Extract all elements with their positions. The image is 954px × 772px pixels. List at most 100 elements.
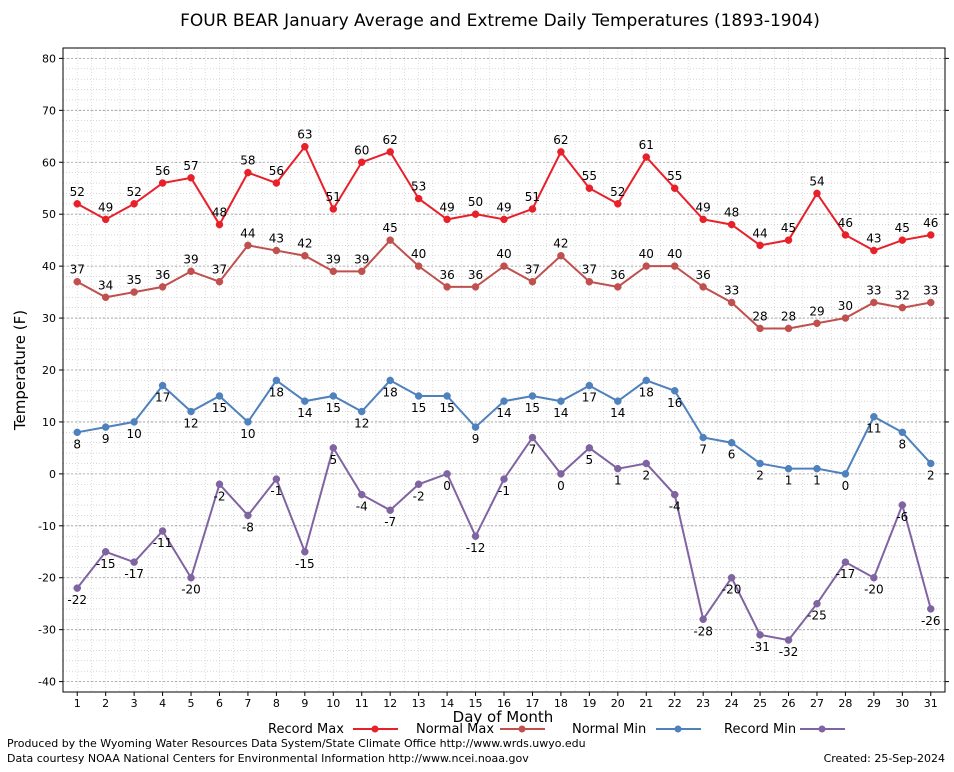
data-point bbox=[443, 215, 451, 224]
data-point bbox=[670, 387, 679, 395]
data-point bbox=[101, 548, 110, 556]
data-label: 46 bbox=[838, 216, 853, 230]
y-tick-label: 10 bbox=[42, 416, 56, 429]
data-label: 33 bbox=[923, 283, 938, 297]
data-point bbox=[386, 148, 394, 156]
x-tick-label: 20 bbox=[611, 697, 625, 710]
data-point bbox=[386, 236, 394, 244]
x-tick-label: 9 bbox=[301, 697, 308, 710]
data-label: 37 bbox=[212, 263, 227, 277]
data-point bbox=[244, 168, 252, 177]
data-point bbox=[614, 464, 622, 473]
data-label: 36 bbox=[610, 268, 625, 282]
data-point bbox=[557, 148, 565, 156]
data-point bbox=[500, 215, 508, 224]
data-label: 15 bbox=[525, 401, 540, 415]
x-tick-label: 3 bbox=[131, 697, 138, 710]
data-label: -4 bbox=[669, 500, 681, 514]
data-point bbox=[244, 241, 252, 250]
x-tick-label: 2 bbox=[102, 697, 109, 710]
data-label: 40 bbox=[639, 247, 654, 261]
y-tick-label: 30 bbox=[42, 312, 56, 325]
legend-marker bbox=[518, 725, 526, 733]
x-tick-label: 5 bbox=[188, 697, 195, 710]
data-point bbox=[158, 381, 167, 390]
data-point bbox=[158, 283, 167, 291]
data-label: 49 bbox=[696, 200, 711, 214]
data-point bbox=[471, 210, 480, 218]
y-tick-label: 50 bbox=[42, 208, 56, 221]
data-point bbox=[642, 376, 651, 385]
data-label: 34 bbox=[98, 278, 113, 292]
data-label: 57 bbox=[183, 159, 198, 173]
data-point bbox=[727, 298, 736, 307]
data-point bbox=[927, 298, 935, 307]
data-label: 14 bbox=[610, 406, 625, 420]
data-point bbox=[301, 142, 309, 151]
data-point bbox=[73, 277, 81, 286]
data-point bbox=[699, 433, 707, 442]
data-point bbox=[699, 615, 707, 624]
data-point bbox=[244, 511, 252, 520]
data-label: 55 bbox=[667, 169, 682, 183]
data-label: 17 bbox=[155, 391, 170, 405]
data-point bbox=[727, 573, 736, 582]
data-label: 37 bbox=[582, 263, 597, 277]
data-label: 56 bbox=[269, 164, 284, 178]
series-record-min: -22-15-17-11-20-2-8-1-155-4-7-20-12-1705… bbox=[67, 433, 941, 659]
x-tick-label: 18 bbox=[554, 697, 568, 710]
data-point bbox=[329, 392, 338, 400]
data-label: -22 bbox=[67, 593, 87, 607]
data-label: -25 bbox=[807, 609, 827, 623]
data-point bbox=[158, 179, 167, 187]
data-point bbox=[414, 392, 423, 400]
x-tick-label: 16 bbox=[497, 697, 511, 710]
data-label: 18 bbox=[269, 385, 284, 399]
data-point bbox=[585, 444, 594, 452]
data-point bbox=[699, 215, 707, 224]
data-point bbox=[927, 459, 935, 468]
data-label: 61 bbox=[639, 138, 654, 152]
data-point bbox=[727, 220, 736, 229]
data-label: 14 bbox=[297, 406, 312, 420]
data-label: -20 bbox=[181, 583, 201, 597]
data-point bbox=[272, 376, 281, 385]
y-tick-label: -40 bbox=[38, 676, 56, 689]
data-label: 40 bbox=[411, 247, 426, 261]
data-point bbox=[870, 412, 878, 421]
data-label: 62 bbox=[553, 133, 568, 147]
data-label: 44 bbox=[752, 226, 767, 240]
data-label: 33 bbox=[866, 283, 881, 297]
x-axis-label: Day of Month bbox=[453, 708, 554, 726]
data-point bbox=[471, 532, 480, 540]
data-point bbox=[870, 573, 878, 582]
data-point bbox=[898, 501, 907, 509]
data-label: -28 bbox=[693, 624, 713, 638]
x-tick-label: 12 bbox=[383, 697, 397, 710]
data-label: 52 bbox=[610, 185, 625, 199]
data-point bbox=[414, 480, 423, 489]
data-point bbox=[187, 267, 195, 276]
data-point bbox=[528, 433, 537, 442]
data-point bbox=[471, 423, 480, 431]
x-tick-label: 19 bbox=[582, 697, 596, 710]
data-label: 52 bbox=[126, 185, 141, 199]
data-point bbox=[642, 262, 651, 270]
data-label: 50 bbox=[468, 195, 483, 209]
data-label: 6 bbox=[728, 448, 736, 462]
x-tick-label: 1 bbox=[74, 697, 81, 710]
data-point bbox=[898, 303, 907, 312]
data-label: 14 bbox=[553, 406, 568, 420]
data-label: 51 bbox=[326, 190, 341, 204]
data-label: 42 bbox=[553, 237, 568, 251]
data-label: 43 bbox=[866, 232, 881, 246]
data-point bbox=[528, 205, 537, 213]
data-point bbox=[670, 490, 679, 499]
data-point bbox=[557, 251, 565, 260]
data-label: 42 bbox=[297, 237, 312, 251]
data-point bbox=[187, 407, 195, 416]
x-tick-label: 22 bbox=[668, 697, 682, 710]
series-record-max: 52 49 52 56 57 48 58 56 63 51 60 62 53 49 50 49 51 62 55 52… bbox=[70, 128, 938, 255]
data-point bbox=[215, 392, 224, 400]
